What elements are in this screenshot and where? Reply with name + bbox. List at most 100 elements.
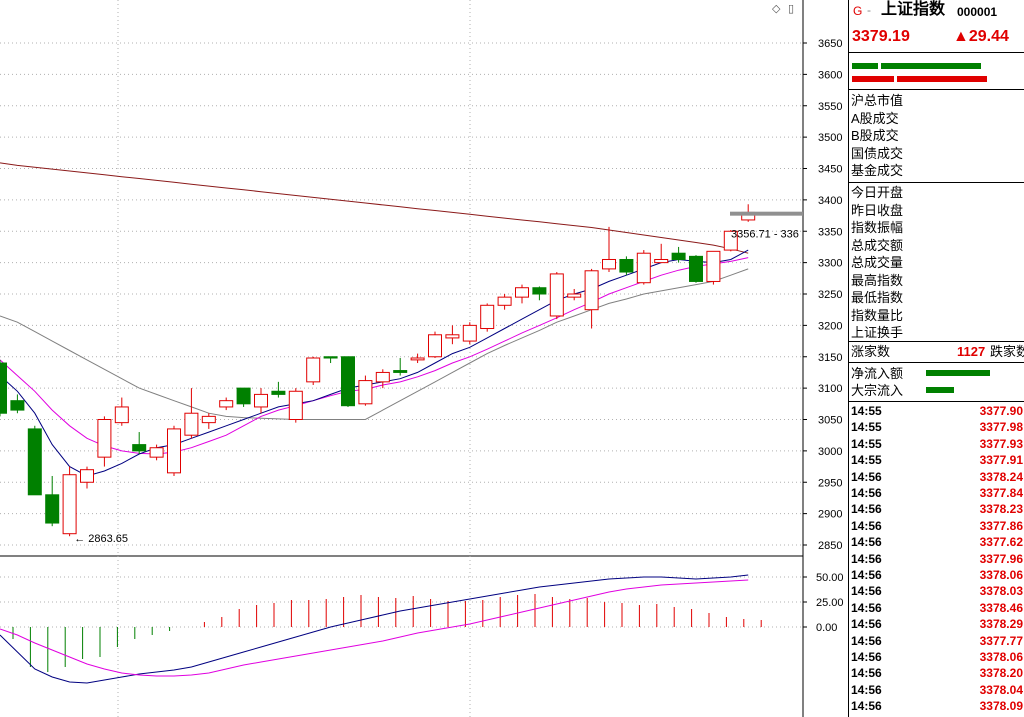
trade-price: 3377.62 — [979, 535, 1023, 550]
candle-body — [201, 415, 216, 424]
trade-price: 3378.03 — [979, 584, 1023, 599]
net-inflow-bar — [926, 370, 990, 376]
y-tick-label: 2900 — [818, 509, 842, 521]
candle-body — [288, 390, 303, 421]
trade-row: 14:56 3378.24 — [849, 469, 1024, 485]
candle-body — [515, 287, 529, 298]
candle-body — [671, 252, 686, 260]
trade-row: 14:55 3377.93 — [849, 436, 1024, 452]
low-annotation: ← 2863.65 — [74, 533, 128, 545]
block-inflow-label: 大宗流入 — [851, 383, 904, 398]
candle-body — [97, 419, 112, 458]
candle-body — [27, 428, 42, 496]
trade-row: 14:56 3378.23 — [849, 501, 1024, 517]
stat-label: 指数振幅 — [851, 220, 904, 235]
y-tick-label: 3400 — [818, 195, 842, 207]
volume-bar-green-b — [881, 63, 981, 69]
trade-price: 3378.46 — [979, 600, 1023, 615]
trade-price: 3377.96 — [979, 551, 1023, 566]
candle-body — [654, 258, 669, 264]
index-change: ▲29.44 — [953, 28, 1009, 45]
index-price: 3379.19 — [852, 28, 910, 45]
candle-body — [549, 273, 564, 317]
candle-body — [254, 393, 268, 408]
candle-body — [706, 250, 721, 282]
market-label: A股成交 — [851, 110, 899, 126]
trade-time: 14:55 — [851, 453, 882, 468]
y-tick-label: 2950 — [818, 477, 842, 489]
trade-price: 3377.84 — [979, 486, 1023, 500]
candle-body — [358, 380, 373, 405]
candle-body — [62, 474, 77, 535]
trade-row: 14:56 3377.62 — [849, 534, 1024, 550]
candle-body — [723, 230, 738, 251]
kline-chart-area[interactable]: 3650 3600 3550 3500 3450 3400 3350 3300 3250 3200… — [0, 0, 848, 717]
ma-slow-line — [0, 268, 749, 420]
candle-body — [619, 258, 634, 273]
trade-time: 14:56 — [851, 518, 882, 533]
window-icon[interactable]: ▯ — [788, 3, 795, 15]
candle-body — [428, 334, 442, 358]
candle-body — [167, 428, 181, 474]
candle-body — [114, 406, 129, 424]
trade-time: 14:56 — [851, 633, 882, 648]
stat-label: 总成交额 — [851, 237, 904, 253]
sub-y-tick-label: 50.00 — [816, 572, 844, 584]
trade-time: 14:56 — [851, 699, 882, 714]
stat-label: 指数量比 — [851, 307, 904, 323]
trade-row: 14:56 3378.03 — [849, 583, 1024, 599]
stat-label: 今日开盘 — [851, 185, 904, 200]
y-tick-label: 2850 — [818, 540, 842, 552]
trade-price: 3378.23 — [979, 502, 1023, 517]
trade-time: 14:55 — [851, 404, 882, 418]
candle-body — [375, 371, 390, 383]
candle-body — [636, 252, 651, 284]
candle-body — [184, 412, 199, 436]
index-quote-panel: G - 上证指数 000001 3379.19 ▲29.44 沪总市值 A股成交 B… — [848, 0, 1024, 717]
trade-price: 3378.04 — [979, 682, 1023, 697]
trade-price: 3378.06 — [979, 568, 1023, 582]
candle-body — [584, 270, 599, 311]
y-tick-label: 3350 — [818, 226, 842, 238]
trade-time: 14:56 — [851, 617, 882, 632]
rise-label: 涨家数 — [851, 344, 891, 359]
diamond-icon[interactable]: ◇ — [772, 3, 781, 15]
y-tick-label: 3500 — [818, 132, 842, 144]
trade-price: 3377.93 — [979, 436, 1023, 451]
g-icon[interactable]: G — [853, 4, 863, 18]
trade-time: 14:55 — [851, 420, 882, 435]
market-label: B股成交 — [851, 128, 899, 144]
trade-price: 3377.90 — [979, 404, 1023, 418]
trade-price: 3377.86 — [979, 518, 1023, 533]
kline-chart[interactable]: 3650 3600 3550 3500 3450 3400 3350 3300 3250 3200… — [0, 0, 848, 717]
trade-row: 14:56 3377.84 — [849, 485, 1024, 501]
trade-price: 3378.09 — [979, 699, 1023, 714]
block-inflow-bar — [926, 387, 954, 393]
y-tick-label: 3600 — [818, 69, 842, 81]
trade-price: 3378.29 — [979, 617, 1023, 632]
net-inflow-label: 净流入额 — [851, 366, 904, 381]
trade-time: 14:56 — [851, 600, 882, 615]
y-tick-label: 3100 — [818, 383, 842, 395]
trade-time: 14:56 — [851, 584, 882, 599]
current-price-marker — [730, 211, 803, 216]
trade-row: 14:56 3378.20 — [849, 665, 1024, 681]
stat-label: 昨日收盘 — [851, 202, 904, 218]
trade-row: 14:55 3377.98 — [849, 419, 1024, 435]
ma-mid-line — [0, 257, 749, 455]
candle-body — [10, 400, 25, 411]
candle-body — [306, 357, 321, 383]
candle-body — [271, 390, 286, 395]
candle-body — [602, 258, 616, 270]
candle-body — [149, 447, 164, 458]
y-tick-label: 3250 — [818, 289, 842, 301]
trade-row: 14:56 3378.29 — [849, 616, 1024, 632]
trade-price: 3378.06 — [979, 650, 1023, 664]
trade-time: 14:56 — [851, 469, 882, 484]
candle-body — [410, 357, 425, 361]
y-tick-label: 3300 — [818, 258, 842, 270]
volume-bar-red-b — [897, 76, 987, 82]
trade-time: 14:56 — [851, 502, 882, 517]
trade-row: 14:55 3377.91 — [849, 452, 1024, 468]
trade-time: 14:56 — [851, 666, 882, 681]
